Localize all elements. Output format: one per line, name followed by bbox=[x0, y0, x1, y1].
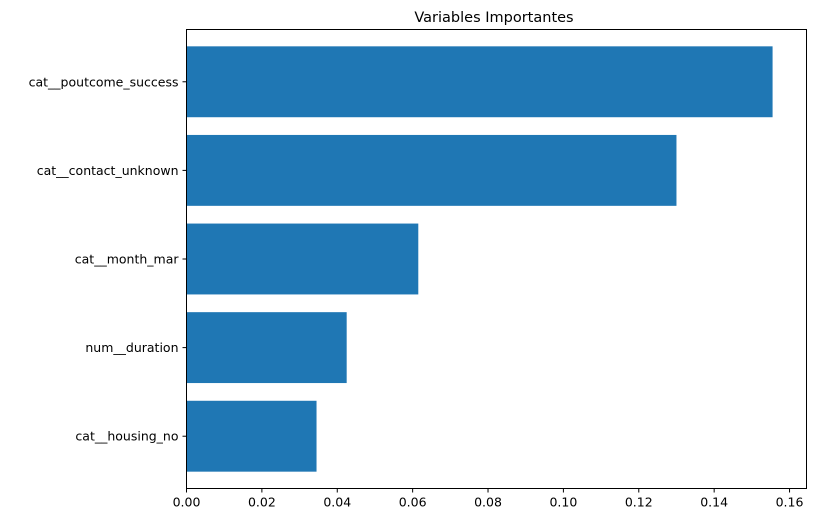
chart-title: Variables Importantes bbox=[414, 10, 573, 26]
y-tick-label: cat__housing_no bbox=[75, 429, 178, 444]
y-tick-label: cat__contact_unknown bbox=[37, 163, 179, 178]
y-axis-ticks: cat__housing_no num__duration cat__month_m… bbox=[29, 74, 187, 444]
y-tick-label: cat__poutcome_success bbox=[29, 74, 179, 89]
x-tick-label: 0.10 bbox=[549, 495, 577, 510]
bar-cat__contact_unknown bbox=[186, 134, 677, 206]
bar-cat__poutcome_success bbox=[186, 46, 773, 118]
y-tick-label: num__duration bbox=[85, 340, 178, 355]
x-tick-label: 0.14 bbox=[700, 495, 728, 510]
x-tick-label: 0.08 bbox=[474, 495, 502, 510]
x-tick-label: 0.00 bbox=[173, 495, 201, 510]
x-tick-label: 0.16 bbox=[776, 495, 804, 510]
bar-num__duration bbox=[186, 312, 347, 384]
x-tick-label: 0.02 bbox=[248, 495, 276, 510]
plot-frame bbox=[186, 29, 807, 489]
bars-layer bbox=[186, 46, 773, 472]
x-tick-label: 0.12 bbox=[625, 495, 653, 510]
y-tick-label: cat__month_mar bbox=[75, 252, 180, 267]
x-tick-label: 0.06 bbox=[399, 495, 427, 510]
x-axis-ticks: 0.00 0.02 0.04 0.06 0.08 0.10 0.12 0.14 0.16 bbox=[173, 488, 804, 510]
x-tick-label: 0.04 bbox=[323, 495, 351, 510]
bar-cat__month_mar bbox=[186, 223, 419, 295]
bar-cat__housing_no bbox=[186, 400, 317, 472]
